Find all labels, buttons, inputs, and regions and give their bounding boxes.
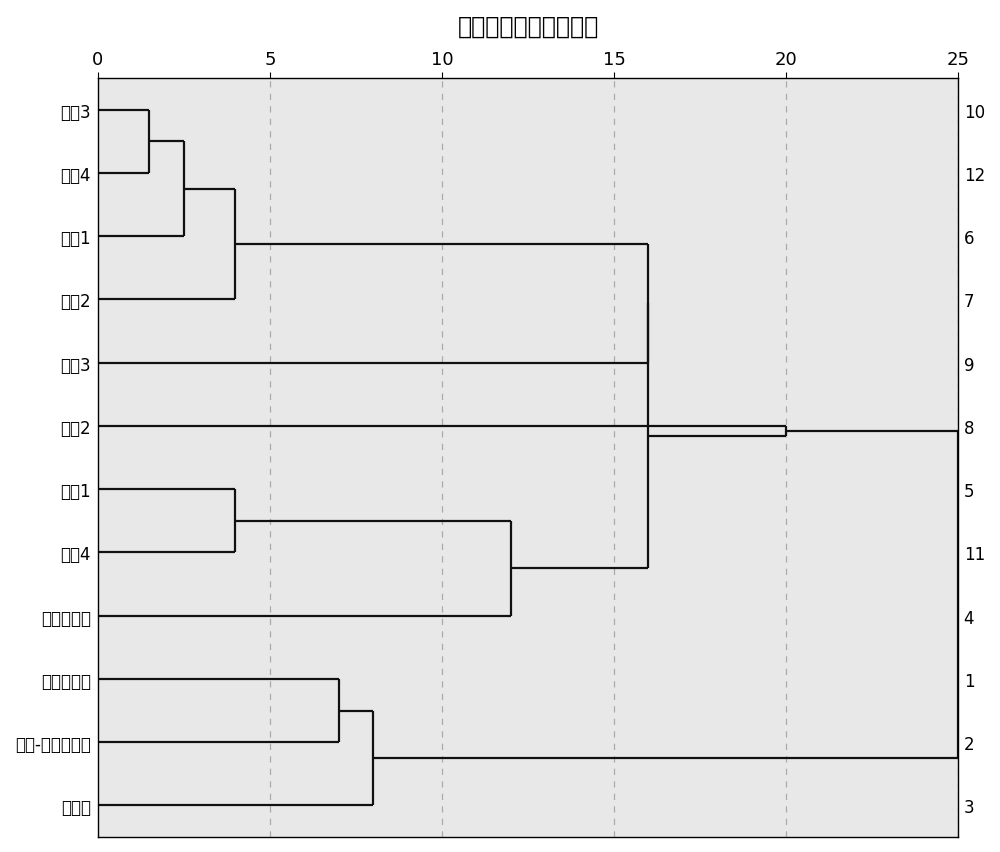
Title: 聚类分析图（电镀厂）: 聚类分析图（电镀厂） <box>457 15 599 39</box>
